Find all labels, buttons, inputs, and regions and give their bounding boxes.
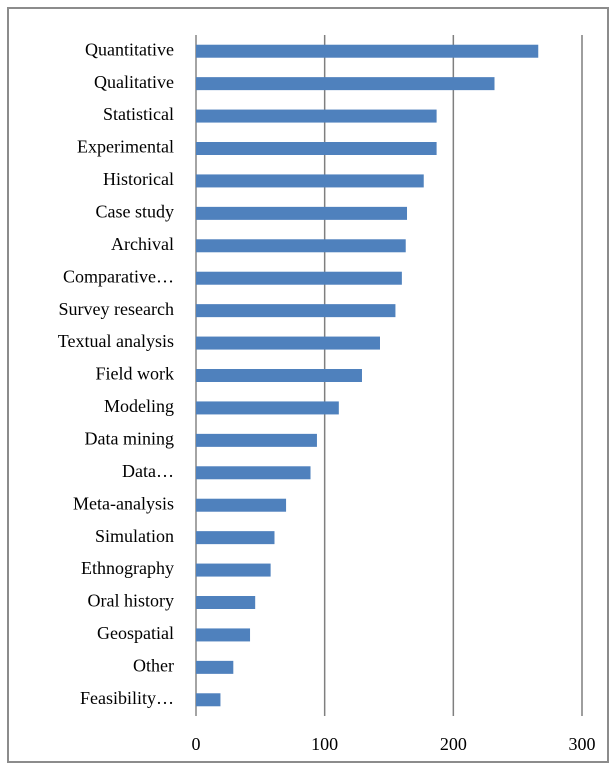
- bar: [196, 336, 380, 350]
- y-tick-label: Qualitative: [94, 72, 174, 92]
- y-tick-label: Case study: [96, 201, 175, 221]
- bar: [196, 660, 234, 674]
- bar: [196, 498, 287, 512]
- y-tick-label: Other: [133, 655, 174, 675]
- bar: [196, 693, 221, 707]
- bar: [196, 174, 424, 188]
- y-tick-label: Geospatial: [97, 623, 174, 643]
- bar: [196, 206, 408, 220]
- y-tick-label: Experimental: [77, 137, 174, 157]
- y-tick-label: Archival: [111, 234, 174, 254]
- y-tick-label: Meta-analysis: [73, 493, 174, 513]
- y-tick-label: Field work: [96, 364, 175, 384]
- x-tick-label: 100: [311, 734, 338, 754]
- y-tick-label: Historical: [103, 169, 174, 189]
- bar: [196, 239, 406, 253]
- bar: [196, 77, 495, 91]
- x-tick-label: 0: [192, 734, 201, 754]
- y-tick-label: Textual analysis: [58, 331, 174, 351]
- y-tick-label: Oral history: [88, 591, 174, 611]
- y-tick-label: Quantitative: [85, 39, 174, 59]
- bar: [196, 531, 275, 545]
- y-tick-label: Survey research: [59, 299, 174, 319]
- y-tick-label: Comparative…: [63, 266, 174, 286]
- bar: [196, 628, 251, 642]
- bar: [196, 369, 362, 382]
- bar: [196, 304, 396, 318]
- bar: [196, 433, 317, 447]
- bar: [196, 44, 539, 58]
- bar: [196, 271, 402, 285]
- bar: [196, 596, 256, 609]
- chart-frame: [7, 7, 609, 763]
- y-tick-label: Modeling: [104, 396, 174, 416]
- x-tick-label: 300: [569, 734, 596, 754]
- bar: [196, 466, 311, 480]
- y-tick-label: Statistical: [103, 104, 174, 124]
- bar: [196, 401, 339, 415]
- y-tick-label: Ethnography: [81, 558, 174, 578]
- bar: [196, 142, 437, 155]
- y-tick-label: Feasibility…: [80, 688, 174, 708]
- y-tick-label: Data…: [122, 461, 174, 481]
- bar: [196, 563, 271, 577]
- y-tick-label: Data mining: [85, 428, 174, 448]
- bar: [196, 109, 437, 123]
- x-tick-label: 200: [440, 734, 467, 754]
- y-tick-label: Simulation: [95, 526, 174, 546]
